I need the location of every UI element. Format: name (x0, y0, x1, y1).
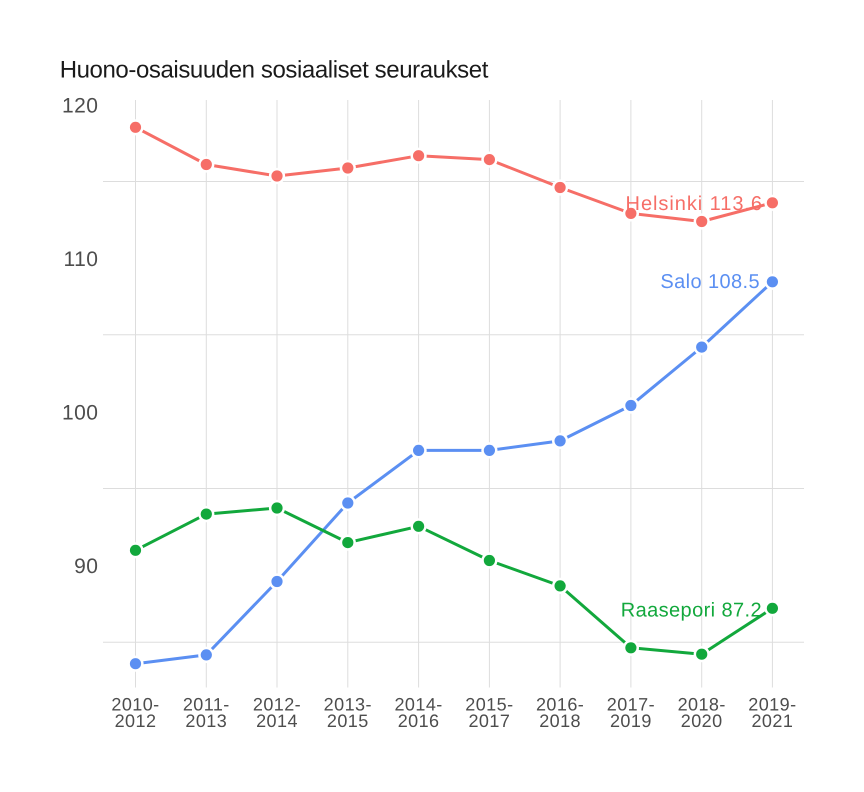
svg-text:2012-: 2012- (253, 695, 301, 715)
svg-text:2013-: 2013- (324, 695, 372, 715)
svg-text:2017-: 2017- (607, 695, 655, 715)
svg-text:2017: 2017 (468, 711, 510, 731)
svg-text:110: 110 (64, 248, 99, 271)
svg-text:2020: 2020 (681, 711, 723, 731)
svg-text:2016: 2016 (398, 711, 440, 731)
svg-text:120: 120 (62, 94, 98, 117)
svg-text:2021: 2021 (751, 711, 793, 731)
svg-text:2012: 2012 (115, 711, 157, 731)
svg-text:2018: 2018 (539, 711, 581, 731)
svg-text:Helsinki 113.6: Helsinki 113.6 (626, 193, 763, 215)
svg-text:2014-: 2014- (394, 695, 442, 715)
svg-text:90: 90 (74, 555, 98, 578)
svg-text:2016-: 2016- (536, 695, 584, 715)
svg-text:Raasepori 87.2: Raasepori 87.2 (621, 600, 762, 622)
svg-text:Huono-osaisuuden sosiaaliset s: Huono-osaisuuden sosiaaliset seuraukset (60, 57, 489, 84)
svg-text:2013: 2013 (185, 711, 227, 731)
svg-text:2010-: 2010- (111, 695, 159, 715)
svg-text:2015-: 2015- (465, 695, 513, 715)
svg-text:2011-: 2011- (183, 695, 230, 715)
svg-text:2018-: 2018- (678, 695, 726, 715)
svg-text:Salo 108.5: Salo 108.5 (660, 271, 760, 293)
svg-text:100: 100 (62, 402, 98, 425)
svg-text:2014: 2014 (256, 711, 298, 731)
svg-text:2019: 2019 (610, 711, 652, 731)
svg-text:2019-: 2019- (748, 695, 796, 715)
svg-text:2015: 2015 (327, 711, 369, 731)
